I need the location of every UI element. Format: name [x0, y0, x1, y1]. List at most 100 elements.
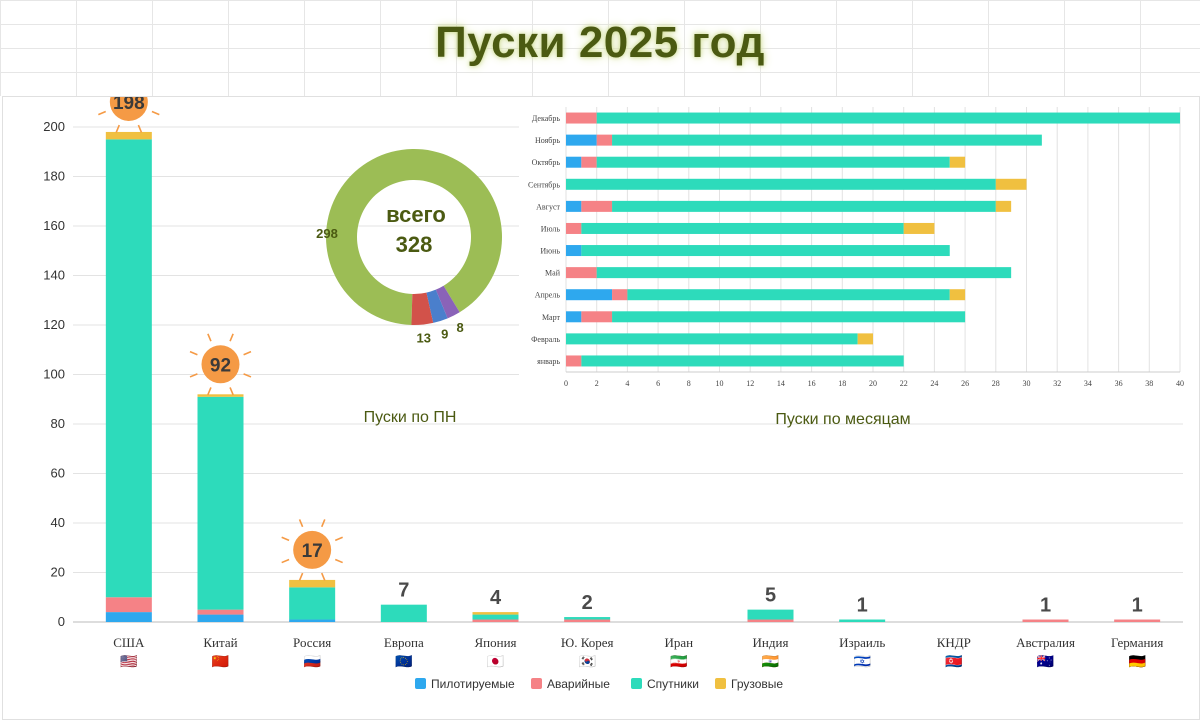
main-y-tick-label: 200	[43, 119, 65, 134]
month-bar-segment-Пилотируемые	[566, 200, 582, 212]
chart-panel: 0 20 40 60 80 100 120 140 160 180 200 198 92 17 7 4 2 5 1…	[2, 71, 1200, 720]
flag-icon: 🇰🇷	[578, 653, 596, 669]
month-bar-segment-Спутники	[596, 156, 950, 168]
badge-ray	[207, 333, 212, 342]
month-bar-segment-Аварийные	[566, 112, 597, 124]
month-x-tick-label: 16	[808, 379, 816, 388]
month-bar-segment-Грузовые	[995, 178, 1027, 190]
flag-icon: 🇪🇺	[395, 653, 413, 669]
main-chart-y-ticks: 0 20 40 60 80 100 120 140 160 180 200	[43, 119, 65, 629]
bar-segment-Аварийные	[1022, 619, 1069, 622]
flag-icon: 🇰🇵	[945, 653, 963, 669]
bar-segment-Грузовые	[472, 612, 519, 615]
badge-ray	[334, 536, 343, 542]
month-x-tick-label: 28	[992, 379, 1000, 388]
badge-ray	[334, 558, 343, 564]
bar-segment-Пилотируемые	[197, 614, 244, 622]
month-bar-segment-Спутники	[596, 112, 1180, 124]
bar-segment-Аварийные	[197, 609, 244, 615]
month-bar-segment-Спутники	[612, 134, 1042, 146]
flag-icon: 🇷🇺	[303, 653, 321, 669]
month-bar-segment-Спутники	[581, 355, 904, 367]
flag-icon: 🇩🇪	[1128, 653, 1146, 669]
bar-segment-Спутники	[380, 604, 427, 622]
donut-chart-title: Пуски по ПН	[364, 409, 457, 426]
badge-ray	[243, 350, 252, 356]
badge-ray	[115, 124, 121, 133]
month-bar-segment-Аварийные	[596, 134, 613, 146]
total-label: 4	[490, 587, 502, 609]
month-bar-segment-Спутники	[566, 333, 858, 345]
month-bar-segment-Спутники	[581, 222, 904, 234]
badge-ray	[281, 558, 290, 564]
legend-swatch	[531, 678, 542, 689]
total-label: 7	[398, 580, 409, 602]
month-x-tick-label: 34	[1084, 379, 1092, 388]
month-x-tick-label: 18	[838, 379, 846, 388]
month-bar-segment-Пилотируемые	[566, 156, 582, 168]
month-y-label: Март	[542, 313, 561, 322]
x-category-label: Япония	[474, 635, 516, 650]
bar-segment-Пилотируемые	[105, 612, 152, 622]
legend-label: Аварийные	[547, 677, 610, 691]
donut-chart: всего 328 298 89 13 Пуски по ПН	[316, 149, 503, 426]
bar-segment-Грузовые	[289, 579, 336, 588]
month-y-label: Июль	[541, 224, 561, 233]
badge-ray	[298, 572, 304, 581]
month-y-label: Август	[536, 202, 560, 211]
main-y-tick-label: 120	[43, 317, 65, 332]
legend-swatch	[415, 678, 426, 689]
month-y-label: Апрель	[535, 291, 561, 300]
month-chart-title: Пуски по месяцам	[775, 411, 910, 428]
bar-segment-Спутники	[105, 139, 152, 598]
x-category-label: Индия	[753, 635, 789, 650]
main-y-tick-label: 100	[43, 367, 65, 382]
month-bar-segment-Аварийные	[566, 267, 597, 279]
total-label: 5	[765, 585, 776, 607]
month-y-label: Февраль	[531, 335, 560, 344]
x-category-label: Россия	[293, 635, 331, 650]
flag-icon: 🇨🇳	[212, 653, 230, 669]
month-x-tick-label: 14	[777, 379, 785, 388]
badge-ray	[281, 536, 290, 542]
flag-icon: 🇮🇳	[762, 653, 780, 669]
badge-ray	[98, 110, 107, 116]
total-label: 1	[857, 595, 868, 617]
month-x-tick-label: 40	[1176, 379, 1184, 388]
month-x-tick-label: 38	[1145, 379, 1153, 388]
month-x-tick-label: 0	[564, 379, 568, 388]
badge-ray	[243, 373, 252, 378]
badge-ray	[189, 350, 198, 356]
total-badge	[293, 530, 332, 569]
month-bar-segment-Аварийные	[581, 200, 613, 212]
flag-icon: 🇦🇺	[1037, 653, 1055, 669]
legend: Пилотируемые Аварийные Спутники Грузовые	[415, 677, 783, 691]
main-y-tick-label: 140	[43, 268, 65, 283]
month-bar-segment-Аварийные	[612, 289, 628, 301]
month-y-label: Декабрь	[532, 114, 560, 123]
legend-swatch	[631, 678, 642, 689]
x-category-label: Австралия	[1016, 635, 1075, 650]
bar-segment-Аварийные	[747, 619, 794, 622]
donut-slice-label: 298	[316, 226, 338, 241]
month-bar-segment-Спутники	[596, 267, 1012, 279]
x-category-label: Китай	[203, 635, 237, 650]
total-label: 1	[1040, 595, 1051, 617]
month-x-tick-label: 2	[595, 379, 599, 388]
main-y-tick-label: 80	[51, 416, 65, 431]
donut-center-total: 328	[396, 232, 433, 257]
donut-slice-label: 13	[416, 331, 430, 346]
page-title: Пуски 2025 год	[435, 18, 765, 67]
month-x-tick-label: 20	[869, 379, 877, 388]
x-category-label: Европа	[384, 635, 424, 650]
flag-icon: 🇺🇸	[120, 653, 138, 669]
month-bar-segment-Аварийные	[581, 311, 613, 323]
month-x-tick-label: 22	[900, 379, 908, 388]
month-bar-segment-Спутники	[612, 200, 996, 212]
badge-ray	[151, 110, 160, 116]
donut-center-label: всего	[386, 202, 446, 227]
month-x-tick-label: 4	[625, 379, 629, 388]
month-y-label: Июнь	[540, 247, 560, 256]
main-y-tick-label: 40	[51, 515, 65, 530]
